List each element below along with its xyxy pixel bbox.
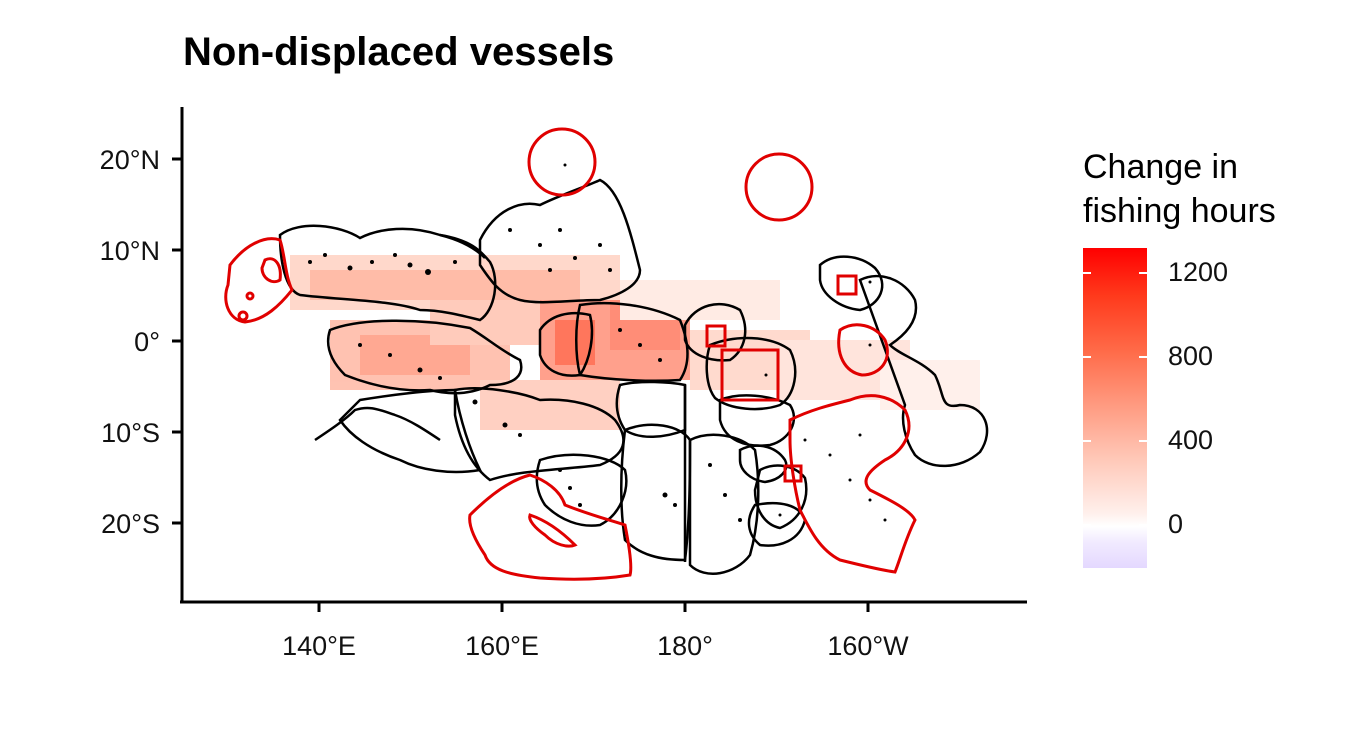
legend-tick-label: 1200 xyxy=(1168,257,1229,287)
x-axis-labels: 140°E 160°E 180° 160°W xyxy=(282,631,909,661)
mpa-palau-inner xyxy=(260,257,282,284)
x-axis-label: 140°E xyxy=(282,631,356,661)
axes xyxy=(172,107,1027,612)
legend-tickmark xyxy=(1139,440,1147,442)
legend-tick-label: 400 xyxy=(1168,425,1214,455)
island-dots xyxy=(308,163,887,522)
eez-boundary-phoenix xyxy=(705,336,797,411)
eez-boundary-fiji xyxy=(620,423,692,562)
mpa-palau xyxy=(224,237,294,324)
legend-tickmark xyxy=(1139,524,1147,526)
y-axis-label: 10°N xyxy=(100,236,160,266)
map-title: Non-displaced vessels xyxy=(183,30,615,74)
mpa-niue xyxy=(783,464,803,483)
legend-tickmark xyxy=(1083,440,1091,442)
eez-boundary-vanuatu xyxy=(535,453,628,527)
mpa-palau-islet-2 xyxy=(245,291,255,301)
eez-boundary-tuvalu xyxy=(615,380,687,438)
legend-title: Change in fishing hours xyxy=(1083,145,1276,233)
y-axis-label: 0° xyxy=(134,327,160,357)
eez-boundary-solomon xyxy=(453,387,625,482)
x-axis-label: 180° xyxy=(657,631,713,661)
mpa-new-caledonia-island xyxy=(528,513,578,548)
eez-boundary-nauru xyxy=(538,311,594,377)
legend-tickmark xyxy=(1083,272,1091,274)
legend-tickmark xyxy=(1083,356,1091,358)
fishing-heat-layer xyxy=(290,255,980,430)
mpa-boundaries xyxy=(224,127,917,581)
mpa-wake xyxy=(527,127,597,197)
mpa-cook xyxy=(788,394,917,574)
mpa-palau-islet xyxy=(237,310,249,322)
eez-boundary-tonga xyxy=(688,433,760,575)
eez-boundary-palau-fsm xyxy=(278,224,497,322)
eez-boundary-kiribati-gilbert xyxy=(575,301,689,383)
mpa-new-caledonia xyxy=(468,473,633,581)
mpa-johnston xyxy=(744,152,814,222)
eez-boundary-png-south xyxy=(338,388,482,474)
legend-tick-label: 0 xyxy=(1168,509,1184,539)
legend-tickmark xyxy=(1083,524,1091,526)
legend-colorbar xyxy=(1083,248,1147,568)
y-axis-label: 20°N xyxy=(100,145,160,175)
eez-boundary-mariana-link xyxy=(439,233,486,259)
legend-title-line: fishing hours xyxy=(1083,192,1276,230)
mpa-howland xyxy=(705,324,727,348)
mpa-kingman xyxy=(836,274,858,296)
legend-tickmark xyxy=(1139,356,1147,358)
legend-tick-label: 800 xyxy=(1168,341,1214,371)
legend-title-line: Change in xyxy=(1083,148,1239,186)
x-axis-label: 160°E xyxy=(465,631,539,661)
eez-boundary-niue xyxy=(738,444,788,484)
y-axis-label: 20°S xyxy=(101,509,160,539)
legend-tickmark xyxy=(1139,272,1147,274)
mpa-phoenix-pipa xyxy=(720,348,780,402)
new-guinea-outline xyxy=(314,406,441,442)
eez-boundary-cook-south xyxy=(747,501,807,547)
y-axis-labels: 20°N 10°N 0° 10°S 20°S xyxy=(100,145,160,539)
eez-boundary-png xyxy=(326,319,523,395)
eez-boundaries xyxy=(278,178,989,575)
eez-boundary-marshall xyxy=(478,178,642,304)
x-axis-label: 160°W xyxy=(827,631,909,661)
eez-boundary-line-south xyxy=(858,274,989,468)
y-axis-label: 10°S xyxy=(101,418,160,448)
mpa-jarvis xyxy=(837,323,889,377)
eez-boundary-line-islands xyxy=(818,255,884,312)
